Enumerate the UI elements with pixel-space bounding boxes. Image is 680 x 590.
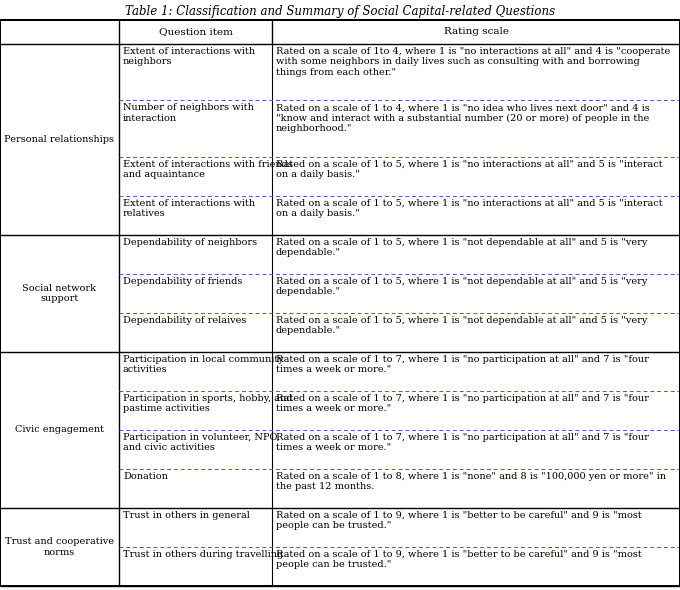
Text: Personal relationships: Personal relationships: [5, 135, 114, 144]
Text: Extent of interactions with friends
and aquaintance: Extent of interactions with friends and …: [123, 160, 293, 179]
Text: Extent of interactions with
neighbors: Extent of interactions with neighbors: [123, 47, 255, 66]
Text: Rated on a scale of 1 to 5, where 1 is "no interactions at all" and 5 is "intera: Rated on a scale of 1 to 5, where 1 is "…: [276, 199, 662, 218]
Text: Participation in local community
activities: Participation in local community activit…: [123, 355, 284, 374]
Text: Rated on a scale of 1 to 7, where 1 is "no participation at all" and 7 is "four
: Rated on a scale of 1 to 7, where 1 is "…: [276, 394, 649, 413]
Text: Extent of interactions with
relatives: Extent of interactions with relatives: [123, 199, 255, 218]
Text: Civic engagement: Civic engagement: [15, 425, 104, 434]
Text: Rated on a scale of 1 to 8, where 1 is "none" and 8 is "100,000 yen or more" in
: Rated on a scale of 1 to 8, where 1 is "…: [276, 472, 666, 491]
Text: Dependability of relaives: Dependability of relaives: [123, 316, 246, 325]
Text: Participation in sports, hobby, and
pastime activities: Participation in sports, hobby, and past…: [123, 394, 292, 413]
Text: Rated on a scale of 1 to 7, where 1 is "no participation at all" and 7 is "four
: Rated on a scale of 1 to 7, where 1 is "…: [276, 355, 649, 374]
Text: Table 1: Classification and Summary of Social Capital-related Questions: Table 1: Classification and Summary of S…: [125, 5, 555, 18]
Text: Participation in volunteer, NPO,
and civic activities: Participation in volunteer, NPO, and civ…: [123, 433, 280, 453]
Text: Social network
support: Social network support: [22, 284, 97, 303]
Text: Donation: Donation: [123, 472, 168, 481]
Text: Number of neighbors with
interaction: Number of neighbors with interaction: [123, 103, 254, 123]
Text: Question item: Question item: [158, 27, 233, 37]
Text: Rated on a scale of 1 to 7, where 1 is "no participation at all" and 7 is "four
: Rated on a scale of 1 to 7, where 1 is "…: [276, 433, 649, 453]
Text: Rating scale: Rating scale: [443, 27, 509, 37]
Text: Rated on a scale of 1 to 5, where 1 is "not dependable at all" and 5 is "very
de: Rated on a scale of 1 to 5, where 1 is "…: [276, 238, 647, 257]
Text: Dependability of neighbors: Dependability of neighbors: [123, 238, 257, 247]
Bar: [0, 20, 680, 44]
Text: Rated on a scale of 1 to 5, where 1 is "no interactions at all" and 5 is "intera: Rated on a scale of 1 to 5, where 1 is "…: [276, 160, 662, 179]
Text: Rated on a scale of 1to 4, where 1 is "no interactions at all" and 4 is "coopera: Rated on a scale of 1to 4, where 1 is "n…: [276, 47, 670, 77]
Text: Trust in others during travelling: Trust in others during travelling: [123, 550, 284, 559]
Text: Dependability of friends: Dependability of friends: [123, 277, 242, 286]
Text: Rated on a scale of 1 to 5, where 1 is "not dependable at all" and 5 is "very
de: Rated on a scale of 1 to 5, where 1 is "…: [276, 316, 647, 335]
Text: Trust in others in general: Trust in others in general: [123, 511, 250, 520]
Text: Rated on a scale of 1 to 4, where 1 is "no idea who lives next door" and 4 is
"k: Rated on a scale of 1 to 4, where 1 is "…: [276, 103, 650, 133]
Text: Rated on a scale of 1 to 9, where 1 is "better to be careful" and 9 is "most
peo: Rated on a scale of 1 to 9, where 1 is "…: [276, 550, 642, 569]
Text: Rated on a scale of 1 to 9, where 1 is "better to be careful" and 9 is "most
peo: Rated on a scale of 1 to 9, where 1 is "…: [276, 511, 642, 530]
Text: Trust and cooperative
norms: Trust and cooperative norms: [5, 537, 114, 557]
Text: Rated on a scale of 1 to 5, where 1 is "not dependable at all" and 5 is "very
de: Rated on a scale of 1 to 5, where 1 is "…: [276, 277, 647, 296]
